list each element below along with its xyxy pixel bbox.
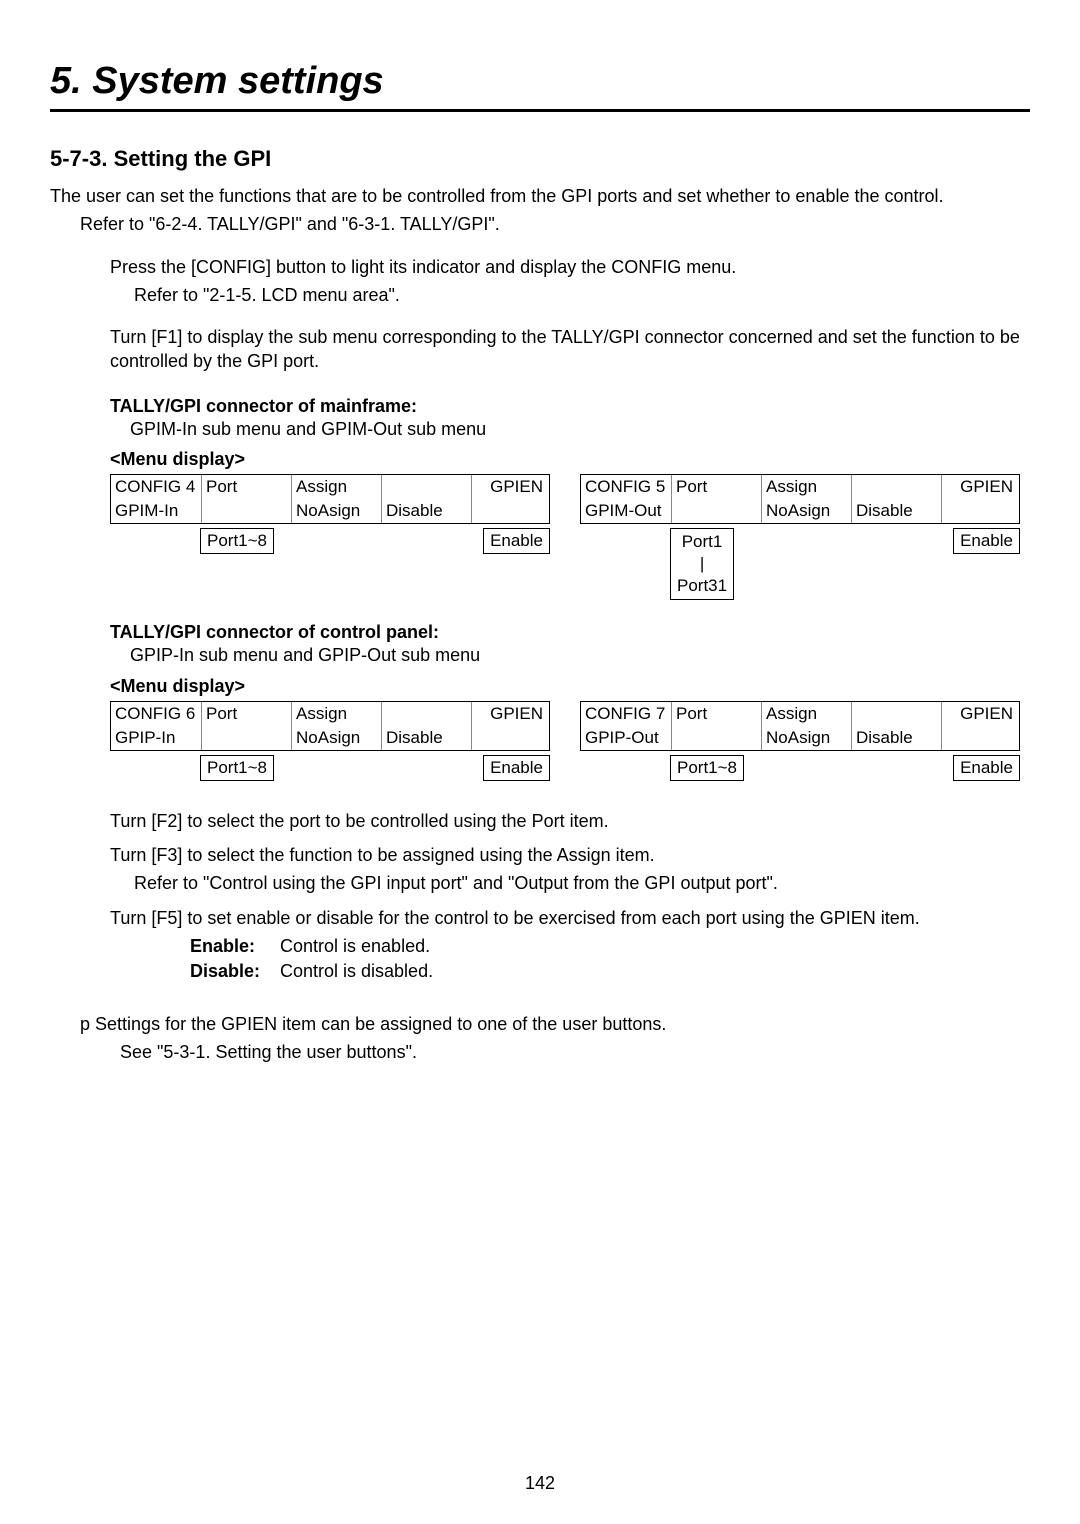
- cell: GPIM-Out: [581, 499, 671, 523]
- cell: Disable: [851, 499, 941, 523]
- cell: Port: [201, 475, 291, 499]
- step-4-line-2: Refer to "Control using the GPI input po…: [110, 871, 1030, 895]
- step-3: Turn [F2] to select the port to be contr…: [110, 809, 1030, 833]
- cell: [851, 702, 941, 726]
- menu-box-config5: CONFIG 5 Port Assign GPIEN GPIM-Out NoAs…: [580, 474, 1020, 524]
- step-1: Press the [CONFIG] button to light its i…: [50, 255, 1030, 308]
- cell: [381, 475, 471, 499]
- cell: [201, 726, 291, 750]
- cell: [941, 499, 1019, 523]
- cell: GPIEN: [941, 475, 1019, 499]
- cell: Assign: [761, 702, 851, 726]
- cell: [381, 702, 471, 726]
- step-1-line-1: Press the [CONFIG] button to light its i…: [110, 255, 1030, 279]
- cell: GPIM-In: [111, 499, 201, 523]
- option-box: Enable: [953, 755, 1020, 781]
- note-block: p Settings for the GPIEN item can be ass…: [50, 1012, 1030, 1065]
- cell: [671, 499, 761, 523]
- cell: Port: [201, 702, 291, 726]
- cell: GPIP-In: [111, 726, 201, 750]
- intro-line-2: Refer to "6-2-4. TALLY/GPI" and "6-3-1. …: [50, 212, 1030, 236]
- step-5: Turn [F5] to set enable or disable for t…: [110, 906, 1030, 930]
- cell: Disable: [381, 726, 471, 750]
- cell: Port: [671, 702, 761, 726]
- intro-line-1: The user can set the functions that are …: [50, 184, 1030, 208]
- cell: [671, 726, 761, 750]
- panel-menu-row: CONFIG 6 Port Assign GPIEN GPIP-In NoAsi…: [50, 701, 1030, 751]
- cell: CONFIG 7: [581, 702, 671, 726]
- mainframe-options-row: Port1~8 Enable Port1 | Port31 Enable: [50, 528, 1030, 600]
- option-box: Port1~8: [670, 755, 744, 781]
- cell: NoAsign: [761, 726, 851, 750]
- cell: CONFIG 5: [581, 475, 671, 499]
- menu-box-config7: CONFIG 7 Port Assign GPIEN GPIP-Out NoAs…: [580, 701, 1020, 751]
- cell: CONFIG 4: [111, 475, 201, 499]
- menu-box-config4: CONFIG 4 Port Assign GPIEN GPIM-In NoAsi…: [110, 474, 550, 524]
- note-text-1: Settings for the GPIEN item can be assig…: [95, 1014, 666, 1034]
- cell: Assign: [291, 702, 381, 726]
- cell: Disable: [381, 499, 471, 523]
- mainframe-menu-label: <Menu display>: [50, 449, 1030, 470]
- option-box: Port1~8: [200, 755, 274, 781]
- step-1-line-2: Refer to "2-1-5. LCD menu area".: [110, 283, 1030, 307]
- cell: Port: [671, 475, 761, 499]
- note-prefix: p: [80, 1014, 90, 1034]
- option-box: Port1~8: [200, 528, 274, 554]
- cell: NoAsign: [291, 499, 381, 523]
- step-2-line-1: Turn [F1] to display the sub menu corres…: [110, 325, 1030, 374]
- option-box: Port1 | Port31: [670, 528, 734, 600]
- cell: CONFIG 6: [111, 702, 201, 726]
- disable-key: Disable:: [190, 961, 280, 982]
- menu-box-config6: CONFIG 6 Port Assign GPIEN GPIP-In NoAsi…: [110, 701, 550, 751]
- panel-menu-label: <Menu display>: [50, 676, 1030, 697]
- cell: GPIP-Out: [581, 726, 671, 750]
- note-line-1: p Settings for the GPIEN item can be ass…: [50, 1012, 1030, 1036]
- option-box: Enable: [483, 528, 550, 554]
- cell: Assign: [761, 475, 851, 499]
- panel-sub: GPIP-In sub menu and GPIP-Out sub menu: [50, 643, 1030, 667]
- cell: Disable: [851, 726, 941, 750]
- cell: NoAsign: [761, 499, 851, 523]
- bottom-steps: Turn [F2] to select the port to be contr…: [50, 809, 1030, 982]
- mainframe-sub: GPIM-In sub menu and GPIM-Out sub menu: [50, 417, 1030, 441]
- panel-options-row: Port1~8 Enable Port1~8 Enable: [50, 755, 1030, 781]
- disable-val: Control is disabled.: [280, 961, 433, 982]
- enable-key: Enable:: [190, 936, 280, 957]
- option-box: Enable: [953, 528, 1020, 554]
- mainframe-menu-row: CONFIG 4 Port Assign GPIEN GPIM-In NoAsi…: [50, 474, 1030, 524]
- cell: GPIEN: [471, 475, 549, 499]
- note-line-2: See "5-3-1. Setting the user buttons".: [50, 1040, 1030, 1064]
- cell: [201, 499, 291, 523]
- step-4-line-1: Turn [F3] to select the function to be a…: [110, 843, 1030, 867]
- cell: [471, 726, 549, 750]
- mainframe-heading: TALLY/GPI connector of mainframe:: [50, 396, 1030, 417]
- cell: [851, 475, 941, 499]
- cell: NoAsign: [291, 726, 381, 750]
- page-number: 142: [0, 1473, 1080, 1494]
- cell: [471, 499, 549, 523]
- cell: GPIEN: [941, 702, 1019, 726]
- enable-disable-table: Enable:Control is enabled. Disable:Contr…: [110, 936, 1030, 982]
- option-box: Enable: [483, 755, 550, 781]
- cell: [941, 726, 1019, 750]
- cell: Assign: [291, 475, 381, 499]
- cell: GPIEN: [471, 702, 549, 726]
- enable-val: Control is enabled.: [280, 936, 430, 957]
- chapter-title: 5. System settings: [50, 60, 1030, 112]
- section-title: 5-7-3. Setting the GPI: [50, 146, 1030, 172]
- panel-heading: TALLY/GPI connector of control panel:: [50, 622, 1030, 643]
- step-2: Turn [F1] to display the sub menu corres…: [50, 325, 1030, 374]
